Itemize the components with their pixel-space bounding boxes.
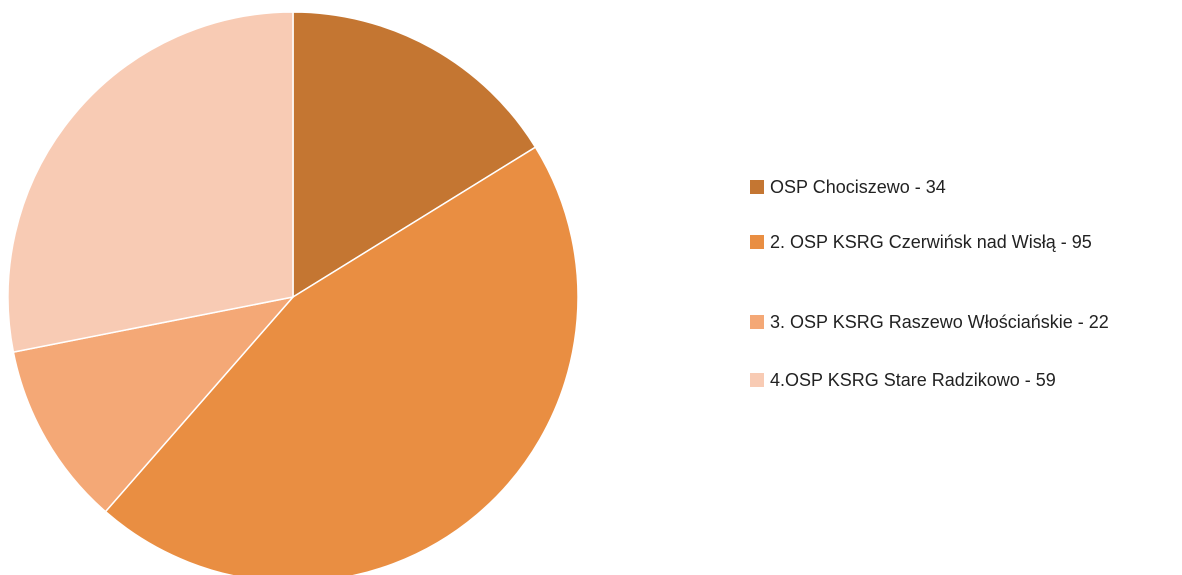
legend-label: 2. OSP KSRG Czerwińsk nad Wisłą - 95: [770, 232, 1092, 252]
legend-swatch: [750, 315, 764, 329]
legend-item: OSP Chociszewo - 34: [750, 175, 1160, 199]
pie-slice: [7, 11, 294, 353]
legend-item: 2. OSP KSRG Czerwińsk nad Wisłą - 95: [750, 230, 1160, 254]
legend-label: OSP Chociszewo - 34: [770, 177, 946, 197]
legend-item: 4.OSP KSRG Stare Radzikowo - 59: [750, 368, 1160, 392]
legend-swatch: [750, 235, 764, 249]
legend-item: 3. OSP KSRG Raszewo Włościańskie - 22: [750, 310, 1160, 334]
legend-swatch: [750, 373, 764, 387]
legend: OSP Chociszewo - 34 2. OSP KSRG Czerwińsk…: [750, 175, 1160, 392]
legend-label: 3. OSP KSRG Raszewo Włościańskie - 22: [770, 312, 1109, 332]
legend-swatch: [750, 180, 764, 194]
pie-slice: [292, 11, 537, 299]
pie-slice: [12, 295, 296, 513]
legend-label: 4.OSP KSRG Stare Radzikowo - 59: [770, 370, 1056, 390]
pie-slice: [104, 146, 579, 575]
